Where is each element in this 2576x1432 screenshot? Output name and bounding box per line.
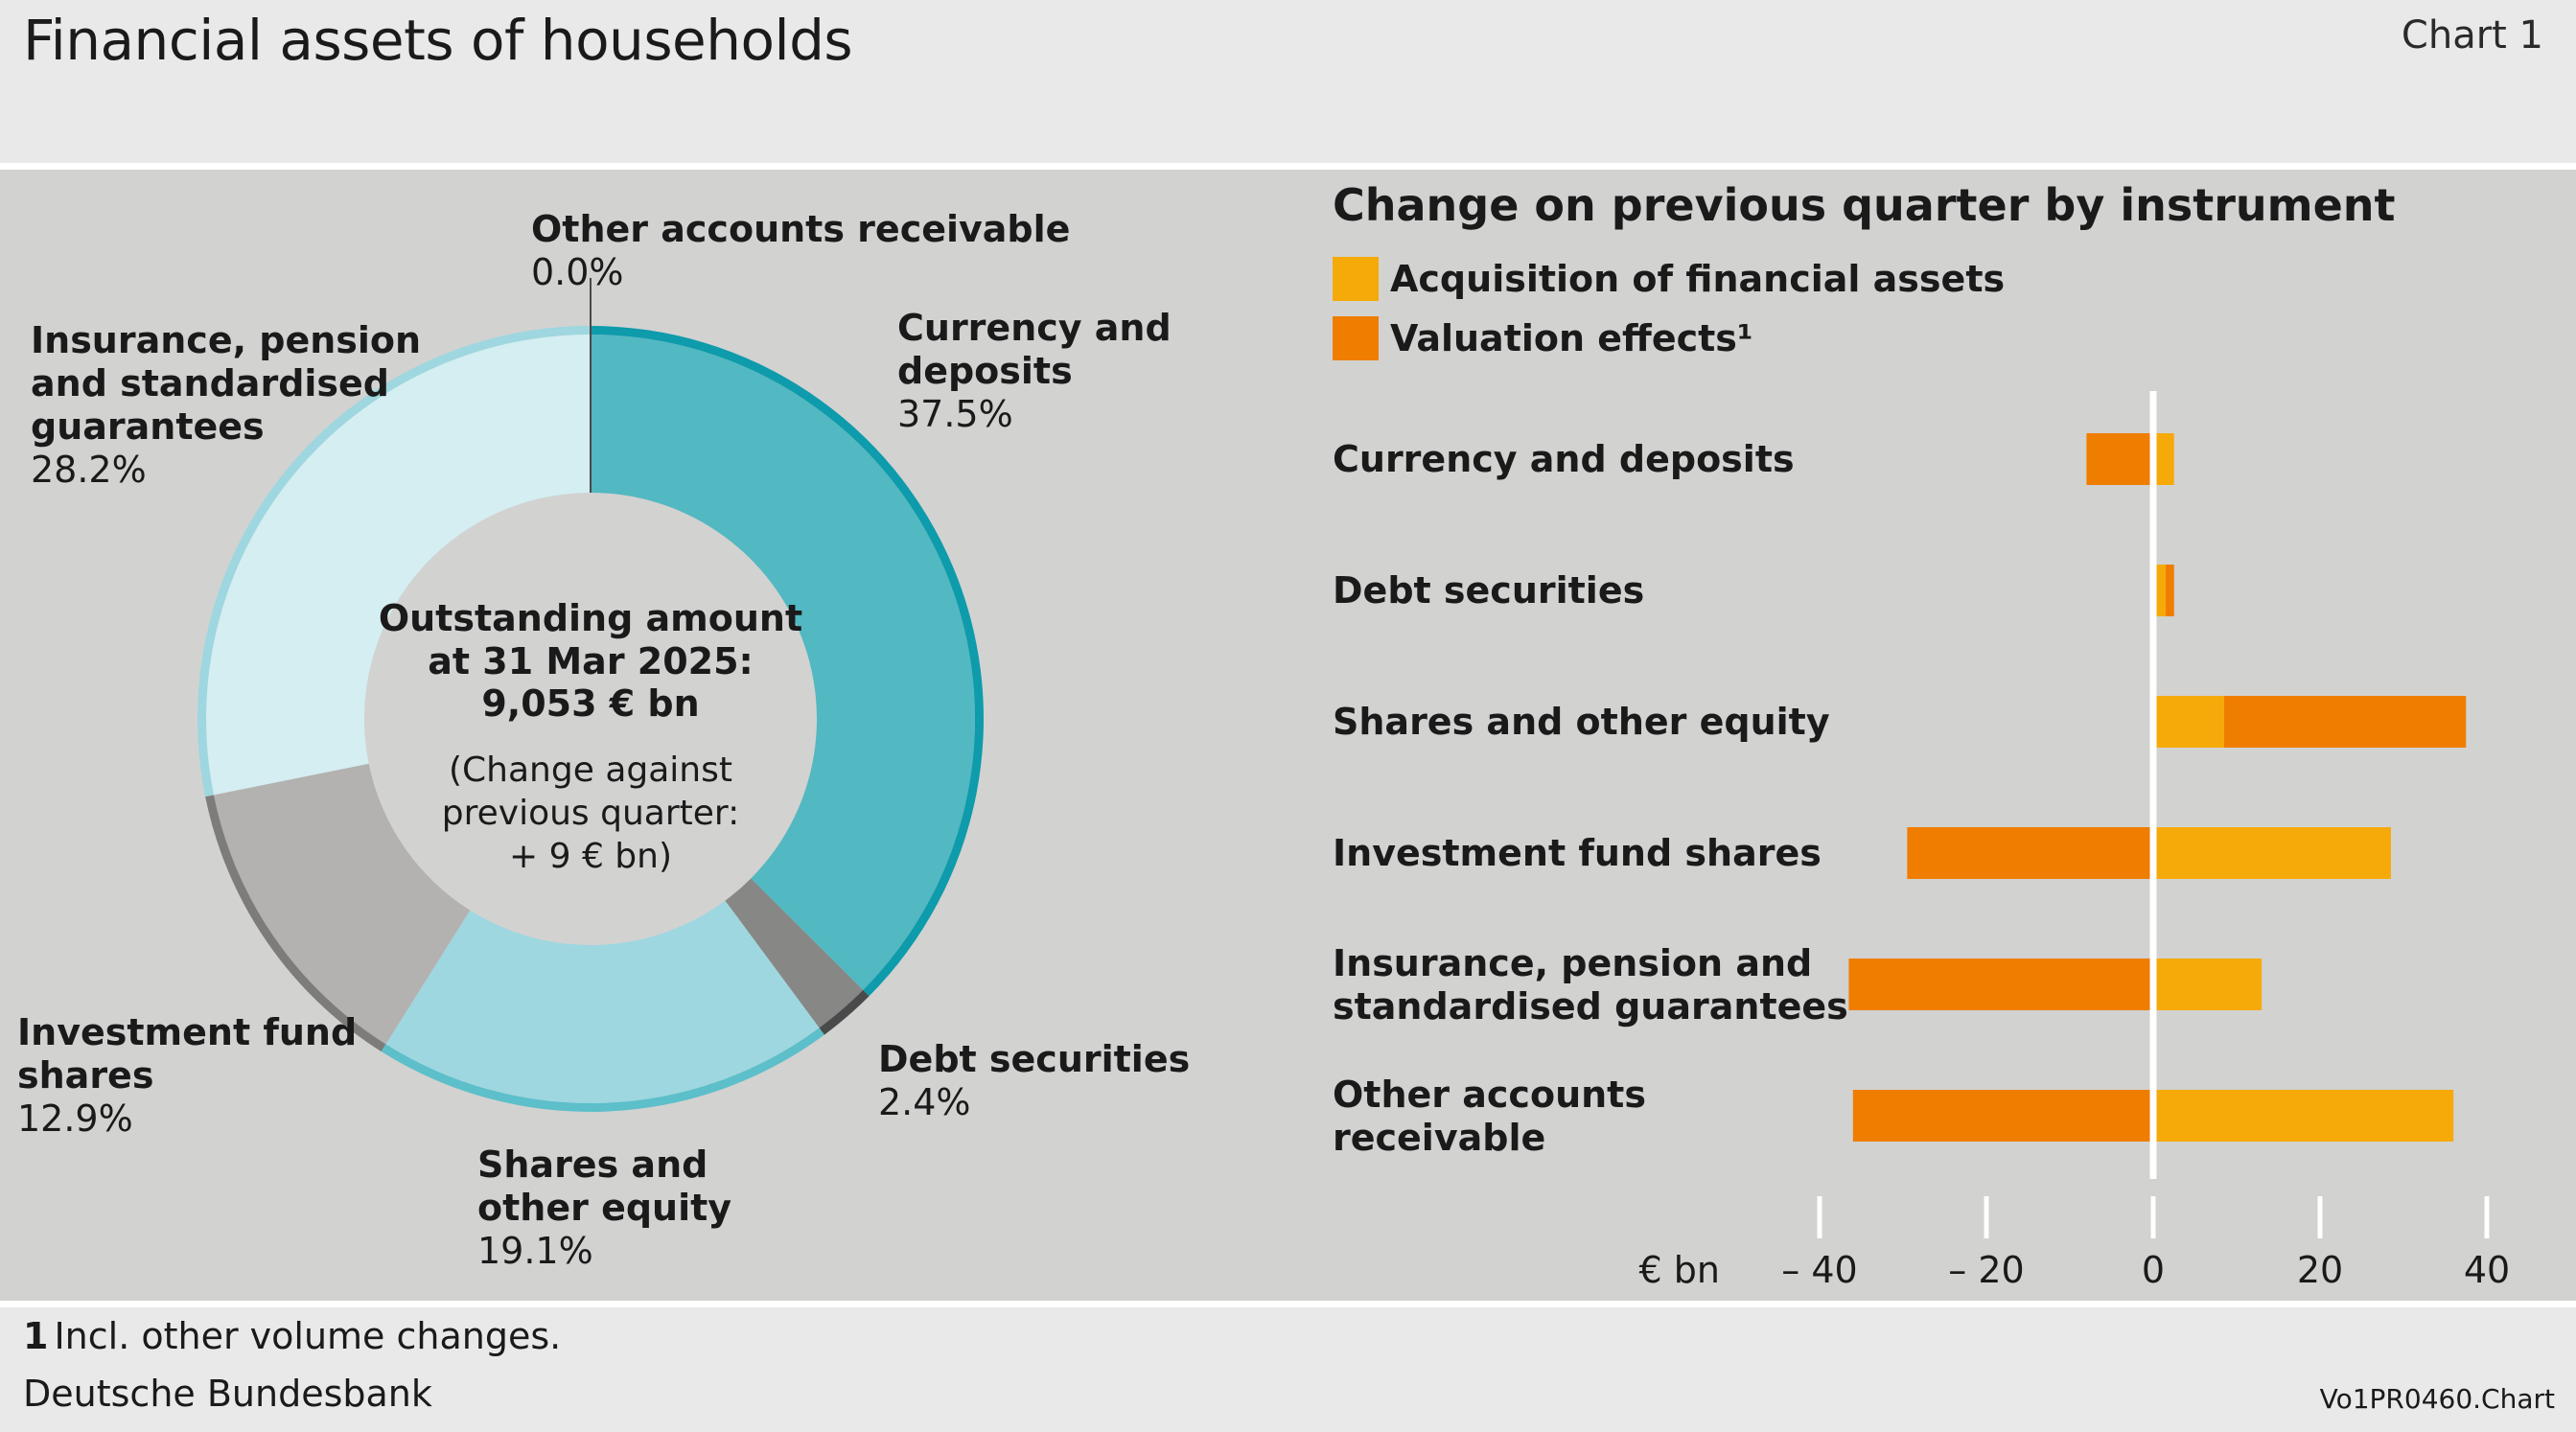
- donut-slice-4: [205, 335, 591, 796]
- bar-valuation-4: [1848, 959, 2153, 1010]
- donut-slice-1: [725, 878, 864, 1028]
- donut-slice-0: [591, 335, 976, 990]
- donut-ring-1: [819, 989, 870, 1035]
- donut-center-line2: at 31 Mar 2025:: [428, 640, 754, 682]
- donut-label-5-line-0: Other accounts receivable: [531, 208, 1070, 250]
- donut-label-2-line-1: other equity: [477, 1187, 731, 1229]
- x-tick-label-0: – 40: [1781, 1249, 1857, 1291]
- x-tick-label-4: 40: [2464, 1249, 2510, 1291]
- bar-valuation-2: [2223, 696, 2467, 748]
- donut-label-4-line-1: and standardised: [31, 362, 389, 404]
- donut-label-3-line-0: Investment fund: [17, 1011, 357, 1053]
- bar-acquisition-0: [2153, 433, 2174, 485]
- footnote: 1 Incl. other volume changes.: [23, 1315, 561, 1357]
- bar-acquisition-5: [2153, 1090, 2454, 1142]
- chart-title: Financial assets of households: [23, 8, 853, 73]
- footnote-number: 1: [23, 1315, 49, 1357]
- chart-code: Vo1PR0460.Chart: [2319, 1383, 2555, 1415]
- bar-valuation-1: [2166, 565, 2174, 616]
- donut-label-2-line-0: Shares and: [477, 1143, 708, 1186]
- bar-valuation-5: [1852, 1090, 2153, 1142]
- bar-acquisition-4: [2153, 959, 2263, 1010]
- donut-slice-2: [385, 900, 820, 1104]
- donut-label-0-line-0: Currency and: [897, 307, 1172, 349]
- donut-slice-3: [213, 763, 471, 1045]
- divider-bottom: [0, 1301, 2576, 1307]
- donut-value-1: 2.4%: [878, 1081, 971, 1123]
- donut-value-4: 28.2%: [31, 449, 147, 491]
- donut-value-0: 37.5%: [897, 393, 1013, 435]
- bar-acquisition-2: [2153, 696, 2224, 748]
- bar-category-label-4-line-0: Insurance, pension and: [1333, 942, 1812, 984]
- legend-swatch-valuation: [1333, 316, 1379, 360]
- donut-center-line4: (Change against: [449, 751, 732, 790]
- legend-label-acquisition: Acquisition of financial assets: [1390, 258, 2005, 300]
- bar-acquisition-3: [2153, 827, 2391, 879]
- x-tick-label-2: 0: [2142, 1249, 2165, 1291]
- legend-swatch-acquisition: [1333, 257, 1379, 301]
- source-label: Deutsche Bundesbank: [23, 1373, 432, 1415]
- header: Financial assets of households Chart 1: [0, 0, 2576, 163]
- bar-category-label-1-line-0: Debt securities: [1333, 569, 1644, 612]
- donut-label-4-line-2: guarantees: [31, 405, 265, 448]
- bar-category-label-3-line-0: Investment fund shares: [1333, 832, 1822, 874]
- donut-value-2: 19.1%: [477, 1230, 593, 1272]
- x-tick-label-1: – 20: [1948, 1249, 2024, 1291]
- donut-value-3: 12.9%: [17, 1097, 133, 1140]
- bar-category-label-4-line-1: standardised guarantees: [1333, 985, 1848, 1028]
- bar-category-label-5-line-0: Other accounts: [1333, 1074, 1646, 1116]
- donut-value-5: 0.0%: [531, 251, 624, 293]
- x-tick-label-3: 20: [2297, 1249, 2343, 1291]
- bar-chart-title: Change on previous quarter by instrument: [1333, 179, 2396, 231]
- donut-center-line3: 9,053 € bn: [481, 682, 699, 725]
- donut-center-line6: + 9 € bn): [509, 837, 672, 876]
- bar-category-label-5-line-1: receivable: [1333, 1117, 1545, 1159]
- footnote-text: Incl. other volume changes.: [54, 1315, 562, 1357]
- bar-valuation-3: [1907, 827, 2153, 879]
- donut-label-3-line-1: shares: [17, 1054, 153, 1097]
- legend-label-valuation: Valuation effects¹: [1390, 317, 1753, 359]
- bar-category-label-0-line-0: Currency and deposits: [1333, 438, 1795, 480]
- donut-center-line1: Outstanding amount: [379, 597, 802, 639]
- donut-label-1-line-0: Debt securities: [878, 1038, 1190, 1080]
- donut-label-4-line-0: Insurance, pension: [31, 319, 421, 361]
- x-unit-label: € bn: [1639, 1249, 1720, 1291]
- bar-category-label-2-line-0: Shares and other equity: [1333, 701, 1830, 743]
- bar-valuation-0: [2086, 433, 2153, 485]
- donut-ring-2: [381, 1028, 824, 1112]
- divider-top: [0, 163, 2576, 170]
- donut-label-0-line-1: deposits: [897, 350, 1073, 392]
- chart-number: Chart 1: [2401, 13, 2543, 58]
- donut-center-line5: previous quarter:: [442, 794, 739, 833]
